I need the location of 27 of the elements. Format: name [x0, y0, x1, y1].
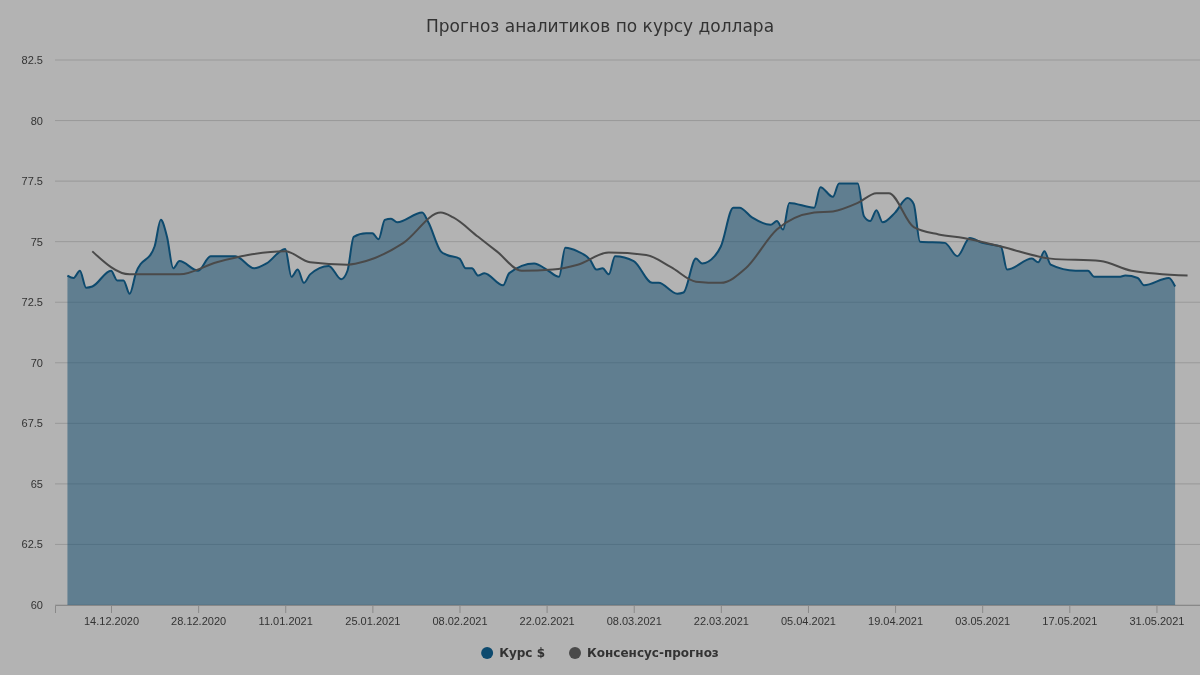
x-tick-label: 22.02.2021: [519, 614, 575, 627]
x-tick-label: 08.03.2021: [606, 614, 662, 627]
y-tick-label: 77.5: [21, 175, 43, 188]
line-series: [91, 192, 1189, 284]
x-tick-label: 25.01.2021: [345, 614, 401, 627]
y-tick-label: 67.5: [21, 417, 43, 430]
x-tick-label: 11.01.2021: [258, 614, 313, 627]
x-tick-label: 17.05.2021: [1042, 614, 1098, 627]
y-tick-label: 75: [30, 235, 43, 248]
x-tick-label: 08.02.2021: [432, 614, 488, 627]
y-tick-label: 70: [30, 356, 43, 369]
y-tick-label: 72.5: [21, 296, 43, 309]
legend-label: Консенсус-прогноз: [587, 646, 719, 660]
x-tick-label: 14.12.2020: [83, 614, 140, 627]
y-tick-label: 80: [30, 114, 43, 127]
y-tick-label: 60: [30, 599, 43, 612]
x-tick-label: 05.04.2021: [780, 614, 836, 627]
chart-title: Прогноз аналитиков по курсу доллара: [425, 16, 775, 36]
x-tick-label: 28.12.2020: [171, 614, 227, 627]
legend-label: Курс $: [499, 646, 546, 660]
y-tick-label: 82.5: [21, 54, 43, 67]
y-tick-label: 62.5: [21, 538, 43, 551]
x-tick-label: 22.03.2021: [693, 614, 749, 627]
x-tick-label: 19.04.2021: [868, 614, 924, 627]
x-tick-label: 31.05.2021: [1129, 614, 1185, 627]
y-tick-label: 65: [30, 477, 43, 490]
x-tick-label: 03.05.2021: [955, 614, 1011, 627]
